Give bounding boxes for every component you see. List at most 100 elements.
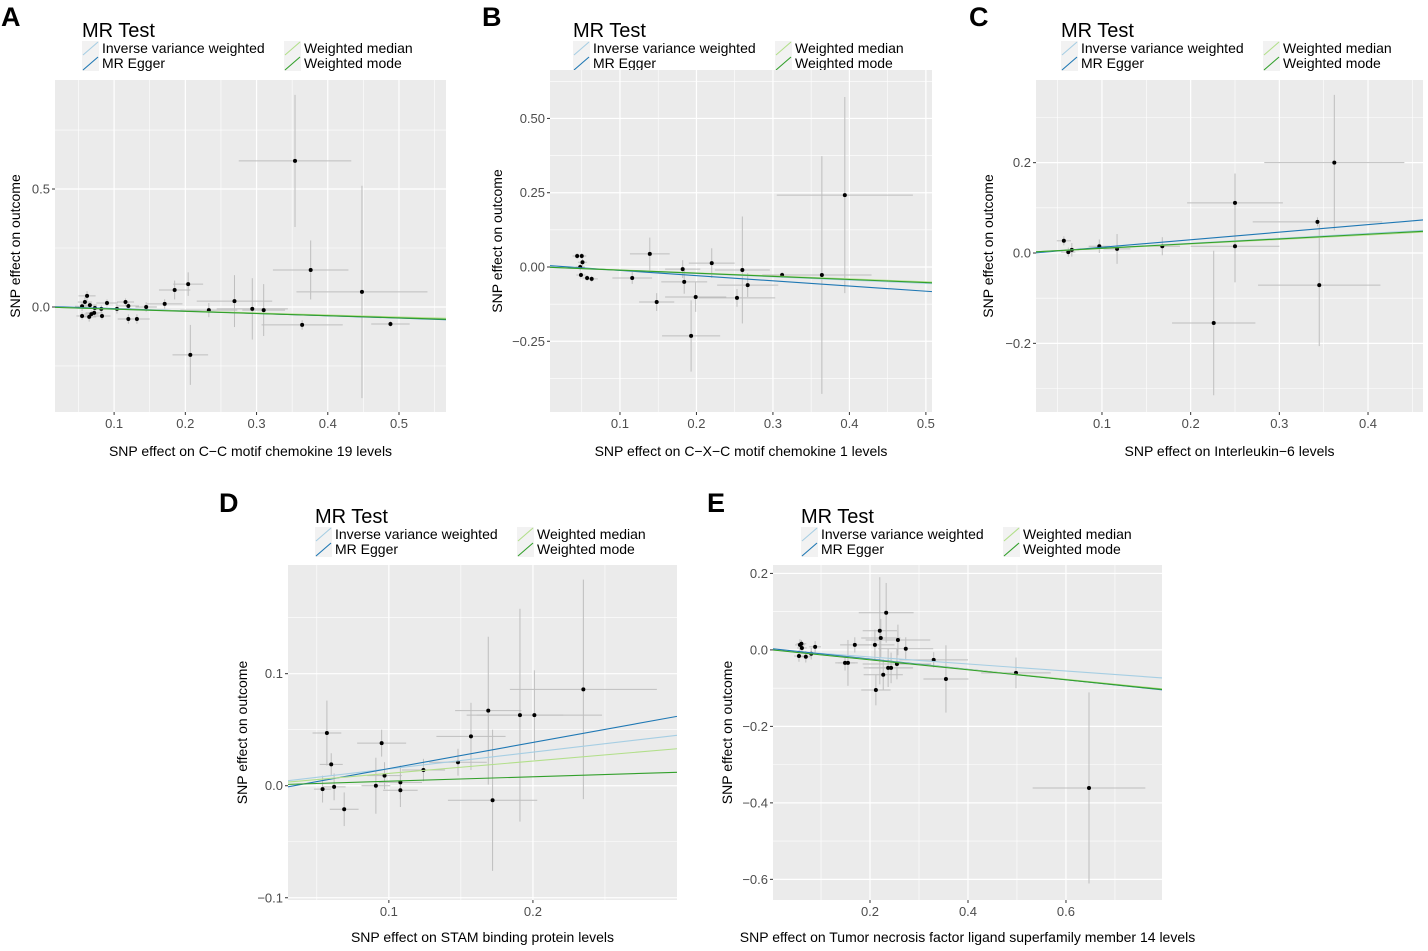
data-point [745,283,750,288]
y-tick-label: 0.50 [520,111,545,126]
x-tick-label: 0.3 [248,416,266,431]
data-point [654,300,659,305]
data-point [206,308,211,313]
data-point [903,646,908,651]
data-point [1232,244,1237,249]
data-point [188,352,193,357]
data-point [843,660,848,665]
legend-label: Weighted mode [1283,55,1381,71]
data-point [680,267,685,272]
legend-key-line [284,41,301,56]
legend-key [775,41,792,56]
data-point [943,676,948,681]
legend-key [1263,56,1280,71]
legend-key-line [573,56,590,71]
data-point [232,299,237,304]
data-point [261,308,266,313]
y-tick-label: 0.5 [32,182,50,197]
data-point [881,672,886,677]
legend-key-line [284,56,301,71]
legend-key [284,56,301,71]
plot-background [550,70,932,412]
data-point [300,322,305,327]
y-axis-title: SNP effect on outcome [7,174,23,318]
legend-label: Inverse variance weighted [1081,40,1244,56]
x-tick-label: 0.4 [319,416,337,431]
gridlines [288,565,677,900]
y-axis-title: SNP effect on outcome [234,661,250,805]
line-weighted-mode [773,649,1162,691]
data-point [373,783,378,788]
line-mr-egger [1036,219,1423,254]
data-point [819,273,824,278]
data-point [682,279,687,284]
legend-label: Inverse variance weighted [821,526,984,542]
plot-background [55,80,446,412]
data-point [468,734,473,739]
data-point [1317,283,1322,288]
x-axis-title: SNP effect on C−X−C motif chemokine 1 le… [595,443,888,459]
legend-label: Inverse variance weighted [593,40,756,56]
legend-key [775,56,792,71]
data-point [878,636,883,641]
data-point [877,628,882,633]
data-point [581,687,586,692]
legend-label: Weighted mode [795,55,893,71]
data-point [579,254,584,259]
data-point [82,300,87,305]
x-tick-label: 0.3 [764,416,782,431]
y-tick-label: −0.6 [742,872,768,887]
data-point [293,158,298,163]
data-point [799,641,804,646]
data-point [796,654,801,659]
axes: 0.1 0.2 0.3 0.4 0.5 0.0 0.5 SNP effect on outco… [7,174,408,459]
legend-key [82,41,99,56]
legend-label: Inverse variance weighted [335,526,498,542]
y-tick-label: −0.2 [742,719,768,734]
legend-key-line [573,41,590,56]
legend-title: MR Test [801,506,874,528]
data-point [126,304,131,309]
axes: 0.1 0.2 0.3 0.4 0.5 −0.25 0.00 0.25 0.50 SNP effe… [489,111,935,459]
data-point [382,773,387,778]
data-point [379,741,384,746]
legend-key-line [82,41,99,56]
data-point [320,787,325,792]
data-point [532,713,537,718]
data-point [80,313,85,318]
legend-key [1061,56,1078,71]
data-point [803,654,808,659]
data-point [162,301,167,306]
data-point [186,282,191,287]
data-point [172,288,177,293]
legend-key-line [775,56,792,71]
data-point [931,657,936,662]
y-tick-label: 0.0 [1013,246,1031,261]
data-marks [773,577,1162,884]
x-tick-label: 0.4 [959,904,977,919]
line-mr-egger [288,715,677,788]
data-point [740,267,745,272]
legend-key-line [1061,41,1078,56]
legend-label: Weighted mode [537,541,635,557]
y-tick-label: 0.25 [520,185,545,200]
legend-key-line [801,542,818,557]
data-point [126,317,131,322]
y-tick-label: 0.2 [750,566,768,581]
legend-label: Weighted median [1023,526,1132,542]
x-axis-title: SNP effect on STAM binding protein level… [351,929,614,945]
data-point [575,254,580,259]
data-marks [55,94,446,399]
data-point [398,788,403,793]
y-tick-label: 0.00 [520,259,545,274]
legend-key [517,542,534,557]
panel-letter: D [219,488,239,518]
data-point [1066,250,1071,255]
legend-label: MR Egger [821,541,884,557]
data-point [647,251,652,256]
